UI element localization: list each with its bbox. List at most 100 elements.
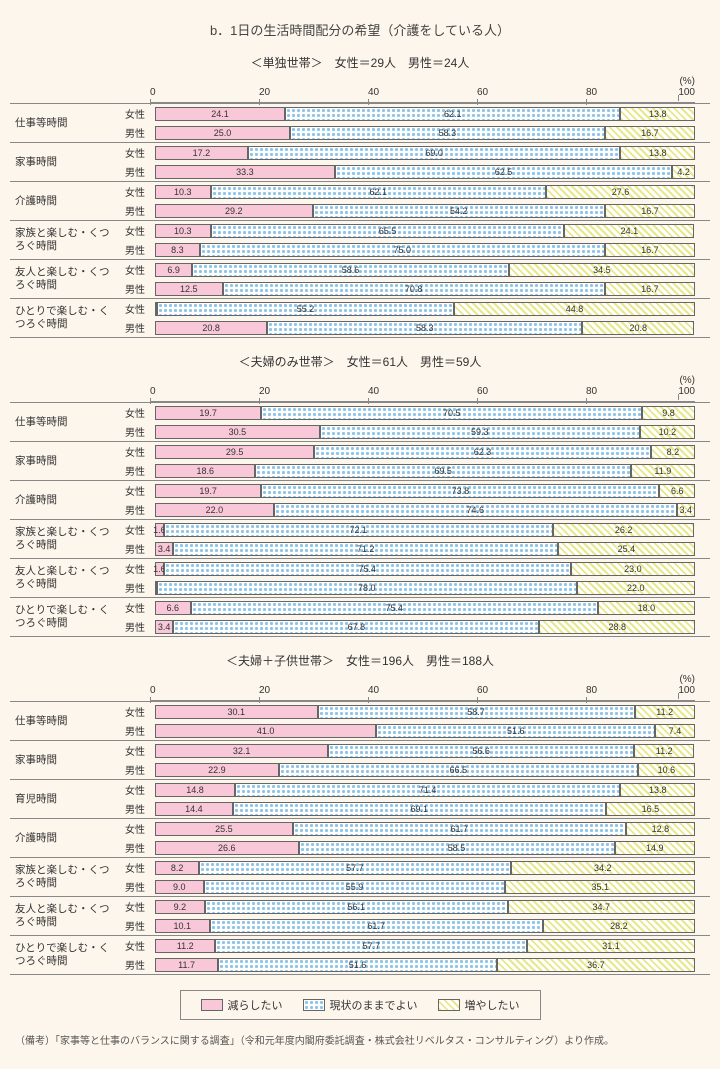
bar-segment: 57.7: [199, 861, 510, 875]
bar-segment: 6.6: [659, 484, 695, 498]
category-label: 仕事等時間: [10, 702, 115, 740]
bar-segment: 14.8: [155, 783, 235, 797]
bar-segment: 75.4: [164, 562, 571, 576]
bar-segment: 56.1: [205, 900, 508, 914]
category-row: 介護時間女性25.561.712.8男性26.658.514.9: [10, 819, 710, 858]
gender-label: 女性: [115, 780, 155, 799]
bar-segment: 19.7: [155, 406, 261, 420]
stacked-bar: 22.074.63.4: [155, 503, 695, 517]
stacked-bar: 12.570.816.7: [155, 282, 695, 296]
bar-segment: 10.1: [155, 919, 210, 933]
bar-segment: 11.2: [155, 939, 215, 953]
bar-segment: 59.3: [320, 425, 640, 439]
bar-segment: 8.3: [155, 243, 200, 257]
category-row: 友人と楽しむ・くつろぐ時間女性9.256.134.7男性10.161.728.2: [10, 897, 710, 936]
category-label: ひとりで楽しむ・くつろぐ時間: [10, 936, 115, 974]
category-label: 友人と楽しむ・くつろぐ時間: [10, 897, 115, 935]
source-note: （備考）「家事等と仕事のバランスに関する調査」（令和元年度内閣府委託調査・株式会…: [15, 1035, 705, 1049]
gender-label: 女性: [115, 260, 155, 279]
bar-segment: 51.6: [218, 958, 497, 972]
gender-label: 女性: [115, 143, 155, 162]
stacked-bar: 6.675.418.0: [155, 601, 695, 615]
bar-segment: 20.8: [155, 321, 267, 335]
bar-segment: 56.6: [328, 744, 634, 758]
bar-segment: 34.5: [509, 263, 695, 277]
stacked-bar: 11.257.731.1: [155, 939, 695, 953]
bar-segment: 75.0: [200, 243, 605, 257]
gender-label: 女性: [115, 481, 155, 500]
bar-segment: 58.5: [299, 841, 615, 855]
bar-segment: 22.9: [155, 763, 279, 777]
legend-1: 減らしたい: [228, 997, 283, 1013]
stacked-bar: 41.051.67.4: [155, 724, 695, 738]
bar-segment: 35.1: [505, 880, 695, 894]
bar-segment: 23.0: [571, 562, 695, 576]
category-label: 家族と楽しむ・くつろぐ時間: [10, 221, 115, 259]
bar-segment: 58.3: [290, 126, 605, 140]
stacked-bar: 32.156.611.2: [155, 744, 695, 758]
gender-label: 男性: [115, 201, 155, 220]
stacked-bar: 25.058.316.7: [155, 126, 695, 140]
stacked-bar: 3.467.828.8: [155, 620, 695, 634]
legend-2: 現状のままでよい: [330, 997, 418, 1013]
stacked-bar: 55.244.8: [155, 302, 695, 316]
stacked-bar: 18.669.511.9: [155, 464, 695, 478]
category-label: 仕事等時間: [10, 403, 115, 441]
bar-segment: 13.8: [620, 783, 695, 797]
stacked-bar: 10.365.524.1: [155, 224, 695, 238]
bar-segment: 74.6: [274, 503, 677, 517]
gender-label: 女性: [115, 741, 155, 760]
bar-segment: 9.2: [155, 900, 205, 914]
chart-title: b．1日の生活時間配分の希望（介護をしている人）: [10, 20, 710, 39]
bar-segment: 55.2: [157, 302, 454, 316]
stacked-bar: 19.770.59.8: [155, 406, 695, 420]
gender-label: 男性: [115, 877, 155, 896]
stacked-bar: 10.161.728.2: [155, 919, 695, 933]
gender-label: 男性: [115, 721, 155, 740]
bar-segment: 67.8: [173, 620, 539, 634]
bar-segment: 71.4: [235, 783, 621, 797]
bar-segment: 10.2: [640, 425, 695, 439]
gender-label: 女性: [115, 104, 155, 123]
bar-segment: 16.7: [605, 243, 695, 257]
gender-label: 女性: [115, 403, 155, 422]
bar-segment: 62.5: [335, 165, 673, 179]
pct-label: (%): [10, 76, 695, 87]
category-row: 家族と楽しむ・くつろぐ時間女性1.672.126.2男性3.471.225.4: [10, 520, 710, 559]
gender-label: 女性: [115, 858, 155, 877]
bar-segment: 26.6: [155, 841, 299, 855]
gender-label: 女性: [115, 897, 155, 916]
bar-segment: 11.2: [635, 705, 695, 719]
gender-label: 男性: [115, 162, 155, 181]
bar-segment: 73.8: [261, 484, 659, 498]
gender-label: 男性: [115, 578, 155, 597]
gender-label: 女性: [115, 442, 155, 461]
category-row: 家族と楽しむ・くつろぐ時間女性10.365.524.1男性8.375.016.7: [10, 221, 710, 260]
bar-segment: 12.5: [155, 282, 223, 296]
category-row: 家事時間女性17.269.013.8男性33.362.54.2: [10, 143, 710, 182]
bar-segment: 3.4: [677, 503, 695, 517]
bar-segment: 62.1: [211, 185, 546, 199]
gender-label: 男性: [115, 500, 155, 519]
gender-label: 女性: [115, 702, 155, 721]
stacked-bar: 30.559.310.2: [155, 425, 695, 439]
bar-segment: 25.5: [155, 822, 293, 836]
bar-segment: 11.7: [155, 958, 218, 972]
category-label: ひとりで楽しむ・くつろぐ時間: [10, 598, 115, 636]
stacked-bar: 22.966.510.6: [155, 763, 695, 777]
gender-label: 女性: [115, 299, 155, 318]
bar-segment: 70.8: [223, 282, 605, 296]
bar-segment: 55.9: [204, 880, 506, 894]
bar-segment: 26.2: [553, 523, 694, 537]
bar-segment: 27.6: [546, 185, 695, 199]
bar-segment: 61.7: [210, 919, 543, 933]
stacked-bar: 11.751.636.7: [155, 958, 695, 972]
gender-label: 男性: [115, 838, 155, 857]
category-label: 家事時間: [10, 442, 115, 480]
bar-segment: 29.2: [155, 204, 313, 218]
stacked-bar: 8.257.734.2: [155, 861, 695, 875]
x-axis: 020406080100: [150, 386, 695, 402]
bar-segment: 58.3: [267, 321, 582, 335]
bar-segment: 16.7: [605, 204, 695, 218]
x-axis: 020406080100: [150, 87, 695, 103]
